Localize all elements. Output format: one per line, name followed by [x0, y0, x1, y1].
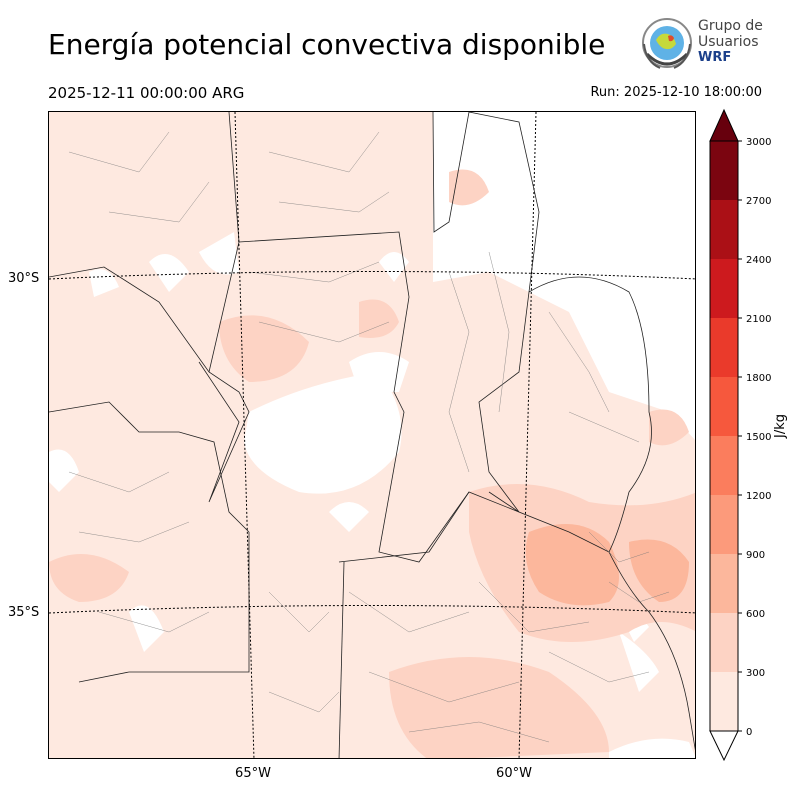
colorbar-segment: [710, 613, 738, 672]
colorbar: 0 300 600 900 1200 1500 1800 2100 2400 2700 3000: [709, 108, 771, 762]
colorbar-segment: [710, 377, 738, 436]
colorbar-over-arrow: [709, 108, 739, 142]
lon-label-60w: 60°W: [496, 766, 532, 781]
wrf-group-logo: Grupo de Usuarios WRF: [638, 14, 788, 76]
logo-line-2: Usuarios: [698, 34, 759, 50]
colorbar-tick-label: 2400: [746, 255, 771, 266]
lon-line-60w: [518, 112, 537, 758]
colorbar-segment: [710, 436, 738, 495]
graticule: [49, 112, 695, 758]
colorbar-segment: [710, 554, 738, 613]
valid-time: 2025-12-11 00:00:00 ARG: [48, 84, 245, 102]
colorbar-tick-label: 900: [746, 550, 765, 561]
cape-map: [48, 111, 696, 759]
colorbar-tick-label: 300: [746, 668, 765, 679]
run-time: Run: 2025-12-10 18:00:00: [590, 85, 762, 100]
lat-line-30s: [49, 271, 695, 280]
colorbar-segment: [710, 318, 738, 377]
lat-line-35s: [49, 605, 695, 614]
lat-label-35s: 35°S: [8, 605, 40, 620]
cape-map-svg: [49, 112, 695, 758]
colorbar-segment: [710, 259, 738, 318]
cape-600-areas: [525, 524, 689, 606]
colorbar-unit: J/kg: [773, 414, 788, 438]
colorbar-tick-label: 1800: [746, 373, 771, 384]
colorbar-segment: [710, 495, 738, 554]
colorbar-segment: [710, 141, 738, 200]
logo-line-3: WRF: [698, 50, 732, 65]
colorbar-tick-label: 600: [746, 609, 765, 620]
map-title: Energía potencial convectiva disponible: [48, 28, 606, 61]
logo-line-1: Grupo de: [698, 18, 763, 34]
colorbar-tick-label: 1200: [746, 491, 771, 502]
colorbar-under-arrow: [709, 730, 739, 762]
cape-zero-areas: [49, 112, 695, 758]
colorbar-tick-label: 0: [746, 727, 752, 738]
department-boundaries: [68, 131, 670, 743]
lon-line-65w: [234, 112, 255, 758]
lon-label-65w: 65°W: [235, 766, 271, 781]
colorbar-segment: [710, 200, 738, 259]
logo-globe-icon: [642, 18, 692, 69]
colorbar-tick-label: 2700: [746, 196, 771, 207]
colorbar-tick-label: 2100: [746, 314, 771, 325]
province-boundaries: [49, 112, 695, 758]
colorbar-tick-label: 1500: [746, 432, 771, 443]
colorbar-segment: [710, 672, 738, 731]
colorbar-tick-label: 3000: [746, 137, 771, 148]
lat-label-30s: 30°S: [8, 271, 40, 286]
